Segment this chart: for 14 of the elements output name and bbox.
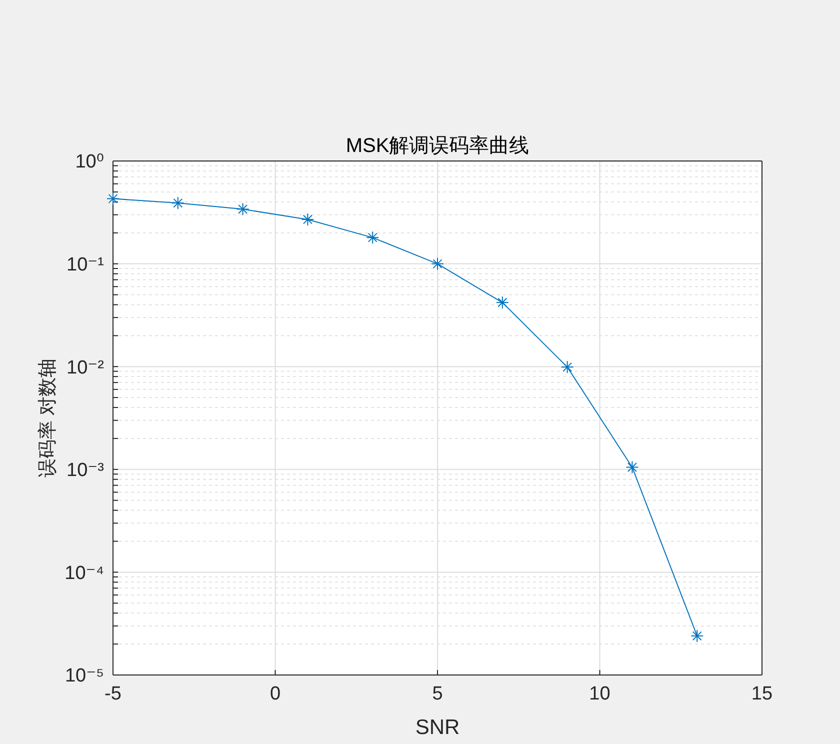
x-axis-title: SNR	[415, 716, 460, 739]
chart-title: MSK解调误码率曲线	[344, 134, 530, 159]
x-tick-label: 5	[432, 683, 443, 704]
y-tick-label: 10⁻⁴	[64, 562, 104, 584]
y-tick-label: 10⁻¹	[66, 254, 104, 276]
x-tick-label: 15	[751, 683, 773, 704]
y-tick-label: 10⁻²	[66, 357, 104, 378]
y-tick-label: 10⁻⁵	[64, 666, 104, 687]
x-tick-label: -5	[104, 683, 122, 704]
y-axis-title: 误码率 对数轴	[36, 358, 59, 478]
y-tick-label: 10⁻³	[66, 460, 104, 482]
x-tick-label: 10	[589, 683, 610, 704]
y-tick-label: 10⁰	[75, 152, 104, 173]
x-tick-label: 0	[270, 683, 281, 704]
